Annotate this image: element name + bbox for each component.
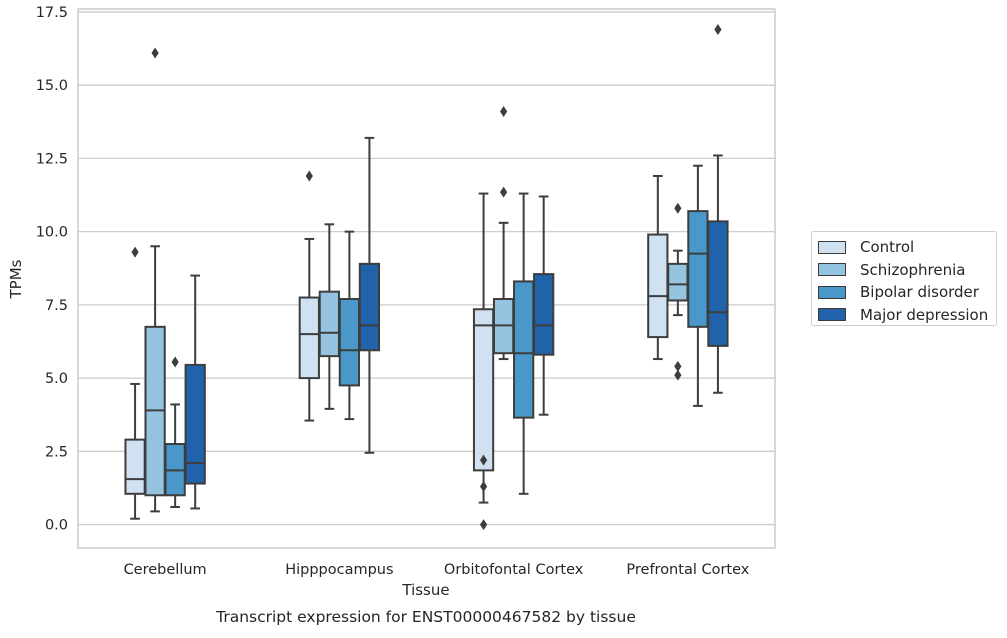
outlier-point: [674, 202, 682, 214]
box-iqr: [124, 438, 146, 495]
legend-label-bipolar-disorder: Bipolar disorder: [860, 283, 979, 302]
outlier-point: [479, 454, 488, 466]
legend-label-major-depression: Major depression: [860, 305, 989, 324]
legend-label-schizophrenia: Schizophrenia: [860, 260, 966, 279]
x-tick-label: Prefrontal Cortex: [626, 562, 749, 578]
y-tick-label: 15.0: [36, 78, 68, 94]
box-schizophrenia: [318, 223, 340, 410]
y-tick-label: 5.0: [45, 371, 68, 387]
box-schizophrenia: [144, 47, 166, 513]
box-iqr: [513, 280, 535, 419]
y-tick-label: 0.0: [45, 518, 68, 534]
x-axis-label: Tissue: [401, 581, 449, 599]
box-major-depression: [358, 136, 381, 454]
y-axis-label: TPMs: [7, 259, 25, 299]
outlier-point: [171, 356, 179, 368]
box-iqr: [318, 290, 340, 358]
box-schizophrenia: [492, 106, 515, 361]
outlier-point: [674, 369, 682, 381]
box-control: [647, 174, 669, 361]
box-control: [472, 192, 495, 531]
box-iqr: [338, 298, 361, 387]
box-bipolar-disorder: [338, 230, 361, 421]
y-axis-ticks: 0.0 2.5 5.0 7.5 10.0 12.5 15.0 17.5: [36, 5, 68, 534]
x-axis-ticks: Cerebellum Hipppocampus Orbitofontal Corte…: [124, 562, 750, 578]
box-bipolar-disorder: [687, 164, 709, 407]
chart-caption: Transcript expression for ENST0000046758…: [215, 608, 636, 626]
box-iqr: [687, 210, 709, 328]
outlier-point: [151, 47, 159, 59]
y-tick-label: 17.5: [36, 5, 68, 21]
box-iqr: [667, 262, 689, 302]
outlier-point: [479, 480, 488, 492]
box-iqr: [533, 273, 555, 356]
outlier-point: [500, 106, 508, 118]
box-iqr: [184, 363, 206, 485]
outlier-point: [305, 170, 313, 182]
box-plot-series: [124, 24, 729, 531]
box-iqr: [707, 220, 729, 347]
legend-swatch-schizophrenia: [818, 263, 846, 277]
outlier-point: [479, 519, 488, 531]
outlier-point: [674, 360, 682, 372]
box-iqr: [358, 262, 381, 352]
box-control: [298, 170, 320, 422]
x-tick-label: Orbitofontal Cortex: [444, 562, 584, 578]
legend-swatch-bipolar-disorder: [818, 285, 846, 299]
box-bipolar-disorder: [513, 192, 535, 495]
box-iqr: [472, 308, 495, 472]
box-bipolar-disorder: [164, 356, 186, 508]
legend-label-control: Control: [860, 238, 915, 257]
x-tick-label: Cerebellum: [124, 562, 207, 578]
plot-frame: [77, 8, 776, 549]
legend: Control Schizophrenia Bipolar disorder M…: [811, 231, 997, 326]
y-tick-label: 2.5: [45, 444, 68, 460]
y-tick-label: 7.5: [45, 298, 68, 314]
legend-swatch-control: [818, 240, 846, 254]
box-iqr: [298, 296, 320, 380]
legend-swatch-major-depression: [818, 308, 846, 322]
outlier-point: [500, 186, 508, 198]
box-iqr: [647, 233, 669, 339]
y-tick-label: 12.5: [36, 151, 68, 167]
box-control: [124, 246, 146, 520]
legend-item-schizophrenia: Schizophrenia: [818, 259, 996, 282]
y-tick-label: 10.0: [36, 225, 68, 241]
outlier-point: [714, 24, 722, 36]
box-major-depression: [533, 195, 555, 416]
outlier-point: [131, 246, 139, 258]
box-major-depression: [707, 24, 729, 394]
x-tick-label: Hipppocampus: [285, 562, 393, 578]
legend-item-bipolar-disorder: Bipolar disorder: [818, 281, 996, 304]
legend-item-control: Control: [818, 236, 996, 259]
box-major-depression: [184, 274, 206, 510]
legend-item-major-depression: Major depression: [818, 304, 996, 327]
box-schizophrenia: [667, 202, 689, 381]
